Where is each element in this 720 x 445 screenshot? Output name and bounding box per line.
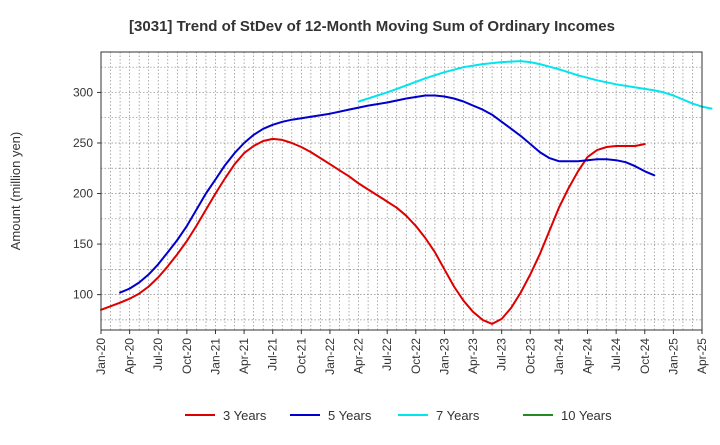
x-tick-label: Jan-23 (437, 338, 451, 375)
x-tick-label: Oct-23 (523, 338, 537, 374)
x-tick-label: Apr-25 (695, 338, 709, 374)
x-tick-label: Apr-21 (237, 338, 251, 374)
series-line-5-years (119, 94, 656, 294)
plot-frame (100, 51, 703, 331)
series-line-3-years (100, 137, 646, 325)
x-tick-label: Jul-24 (609, 338, 623, 371)
x-tick-label: Oct-21 (294, 338, 308, 374)
x-tick-label: Oct-20 (180, 338, 194, 374)
x-tick-label: Jan-22 (323, 338, 337, 375)
x-tick-label: Jan-20 (94, 338, 108, 375)
y-axis-ticks: 100 150 200 250 300 (73, 85, 101, 302)
legend-label-5-years: 5 Years (328, 408, 372, 423)
x-tick-label: Oct-24 (638, 338, 652, 374)
x-tick-label: Jul-22 (380, 338, 394, 371)
y-tick-label: 300 (73, 85, 93, 99)
y-tick-label: 100 (73, 288, 93, 302)
x-tick-label: Oct-22 (409, 338, 423, 374)
x-tick-label: Jan-25 (666, 338, 680, 375)
x-tick-label: Apr-23 (466, 338, 480, 374)
legend-label-3-years: 3 Years (223, 408, 267, 423)
x-tick-label: Jan-24 (552, 338, 566, 375)
x-tick-label: Apr-24 (581, 338, 595, 374)
chart-title: [3031] Trend of StDev of 12-Month Moving… (129, 18, 615, 35)
legend-label-7-years: 7 Years (436, 408, 480, 423)
legend-label-10-years: 10 Years (561, 408, 612, 423)
x-tick-label: Apr-20 (123, 338, 137, 374)
x-axis-ticks: Jan-20 Apr-20 Jul-20 Oct-20 Jan-21 Apr-21 Jul-… (94, 330, 709, 375)
x-tick-label: Jul-23 (495, 338, 509, 371)
y-tick-label: 250 (73, 136, 93, 150)
y-axis-label: Amount (million yen) (8, 132, 23, 251)
series-lines (100, 60, 713, 325)
legend: 3 Years 5 Years 7 Years 10 Years (185, 408, 612, 423)
x-tick-label: Jan-21 (208, 338, 222, 375)
x-tick-label: Jul-20 (151, 338, 165, 371)
y-tick-label: 200 (73, 187, 93, 201)
plot-area (101, 52, 702, 330)
x-tick-label: Apr-22 (352, 338, 366, 374)
series-line-7-years (357, 60, 713, 110)
grid-lines (100, 52, 703, 330)
y-tick-label: 150 (73, 237, 93, 251)
x-tick-label: Jul-21 (266, 338, 280, 371)
